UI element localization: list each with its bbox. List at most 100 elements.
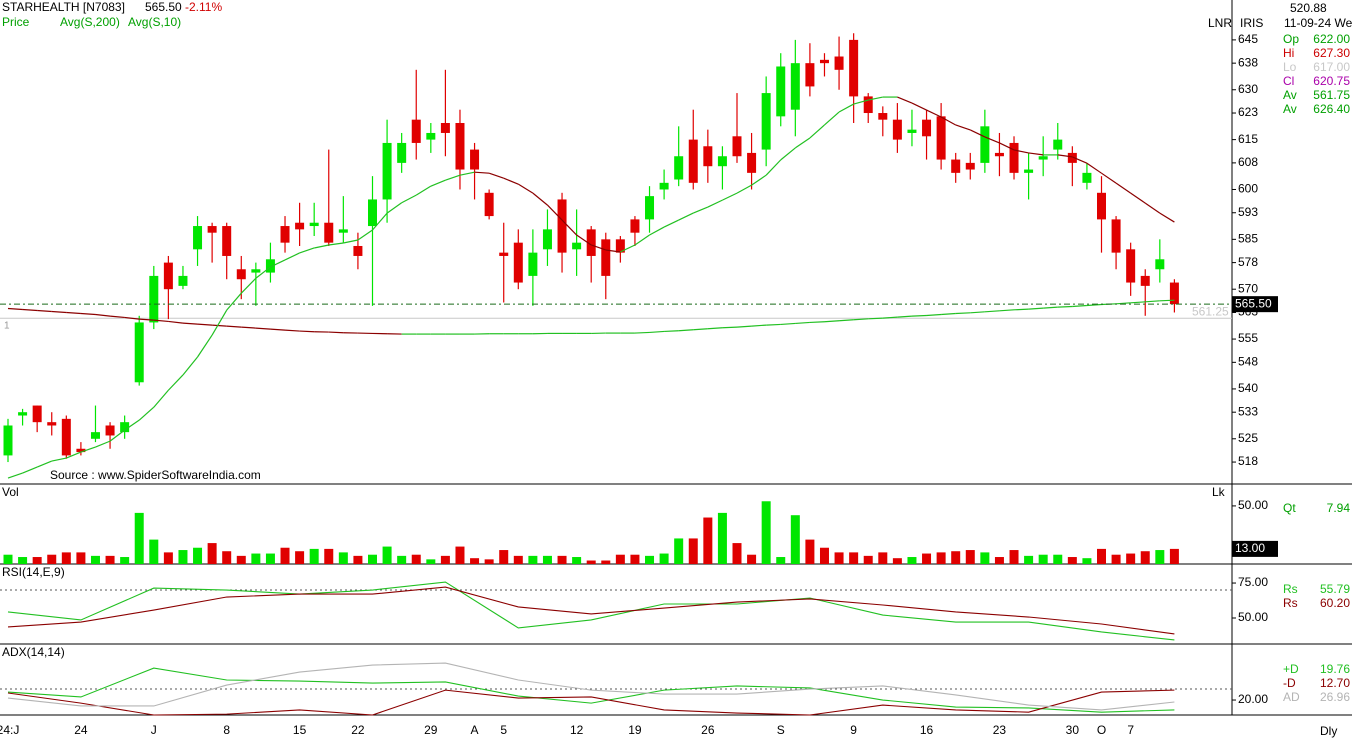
ma-segment <box>1145 300 1160 303</box>
y-tick-label: 50.00 <box>1238 498 1268 512</box>
ma-segment <box>897 315 913 318</box>
volume-bar <box>980 552 990 564</box>
candle-body <box>397 142 407 163</box>
candle-body <box>324 222 334 243</box>
ma-segment <box>707 199 723 208</box>
candle-body <box>965 162 975 170</box>
volume-bar <box>528 555 538 564</box>
ma-segment <box>212 324 227 327</box>
ma-segment <box>357 229 373 241</box>
note: 1 <box>4 321 10 332</box>
x-tick-label: A <box>471 723 479 737</box>
x-tick-label: 9 <box>850 723 857 737</box>
candle-body <box>18 412 28 416</box>
volume-bar <box>834 552 844 564</box>
ma-segment <box>95 440 111 448</box>
ma-segment <box>167 374 184 391</box>
info-name: Av <box>1283 88 1297 102</box>
volume-bar <box>499 550 509 564</box>
volume-bar <box>732 543 742 564</box>
volume-bar <box>207 543 217 564</box>
volume-bar <box>761 501 771 564</box>
candle-body <box>542 229 552 250</box>
ma-segment <box>182 322 198 325</box>
x-tick-label: 19 <box>628 723 642 737</box>
volume-bar <box>309 548 319 564</box>
ma-segment <box>197 334 213 358</box>
candle-body <box>368 199 377 227</box>
ma-segment <box>488 172 504 179</box>
candle-body <box>645 196 655 220</box>
ma-segment <box>576 234 592 246</box>
ma-segment <box>139 318 154 321</box>
ma-segment <box>1101 172 1117 184</box>
indicator-line <box>7 667 1175 713</box>
volume-bar <box>484 559 494 564</box>
candle-body <box>76 448 86 453</box>
ma-segment <box>153 389 169 408</box>
candle-body <box>659 182 669 190</box>
candle-body <box>426 132 436 140</box>
candle-body <box>353 245 363 256</box>
legend-entry: Avg(S,10) <box>128 15 181 29</box>
ma-segment <box>226 292 242 311</box>
ma-segment <box>284 329 300 332</box>
legend-entry: Avg(S,200) <box>60 15 120 29</box>
y-tick-label: 623 <box>1238 105 1258 119</box>
info-value: 561.75 <box>1313 88 1350 102</box>
volume-bar <box>1024 555 1034 564</box>
ma-segment <box>270 328 286 331</box>
volume-bar <box>470 558 480 564</box>
candle-body <box>557 199 567 253</box>
y-tick-label: 75.00 <box>1238 575 1268 589</box>
ma-segment <box>197 323 213 326</box>
volume-bar <box>819 547 829 564</box>
volume-bar <box>134 512 144 564</box>
candle-body <box>922 119 932 137</box>
ma-segment <box>1130 301 1146 304</box>
volume-bar <box>630 554 640 564</box>
info-value: 617.00 <box>1313 60 1350 74</box>
candle-body <box>994 152 1004 157</box>
ma-segment <box>1130 192 1146 204</box>
candle-body <box>134 322 144 383</box>
volume-bar <box>790 515 800 564</box>
volume-bar <box>922 553 932 564</box>
volume-bar <box>76 552 86 564</box>
ma-segment <box>1028 307 1044 310</box>
candle-body <box>47 422 57 426</box>
volume-bar <box>105 555 115 564</box>
candle-body <box>1067 152 1077 163</box>
indicator-line <box>7 662 1175 711</box>
volume-bar <box>1155 550 1165 564</box>
x-tick-label: 23 <box>993 723 1007 737</box>
readout-value: 55.79 <box>1320 582 1350 596</box>
period: Dly <box>1320 724 1337 738</box>
candle-body <box>513 242 523 283</box>
volume-bar <box>1038 554 1048 564</box>
ma-segment <box>37 309 52 313</box>
ma-segment <box>926 313 942 317</box>
candle-body <box>280 226 290 243</box>
ma-segment <box>707 327 723 330</box>
y-tick-label: 533 <box>1238 404 1258 418</box>
volume-bar <box>994 557 1004 564</box>
volume-bar <box>951 551 961 564</box>
indicator-line <box>7 581 1175 641</box>
ma-segment <box>839 319 854 322</box>
candle-body <box>120 422 130 433</box>
ma-segment <box>970 311 985 314</box>
ma-segment <box>955 124 971 131</box>
candle-body <box>892 119 902 140</box>
candle-body <box>193 226 203 250</box>
volume-bar <box>572 557 582 564</box>
ma-segment <box>780 322 796 326</box>
volume-bar <box>47 554 57 564</box>
volume-bar <box>863 555 873 564</box>
ma-segment <box>240 277 257 294</box>
ma-segment <box>299 330 315 333</box>
readout-name: AD <box>1283 690 1300 704</box>
ma-segment <box>941 312 956 316</box>
y-tick-label: 20.00 <box>1238 692 1268 706</box>
